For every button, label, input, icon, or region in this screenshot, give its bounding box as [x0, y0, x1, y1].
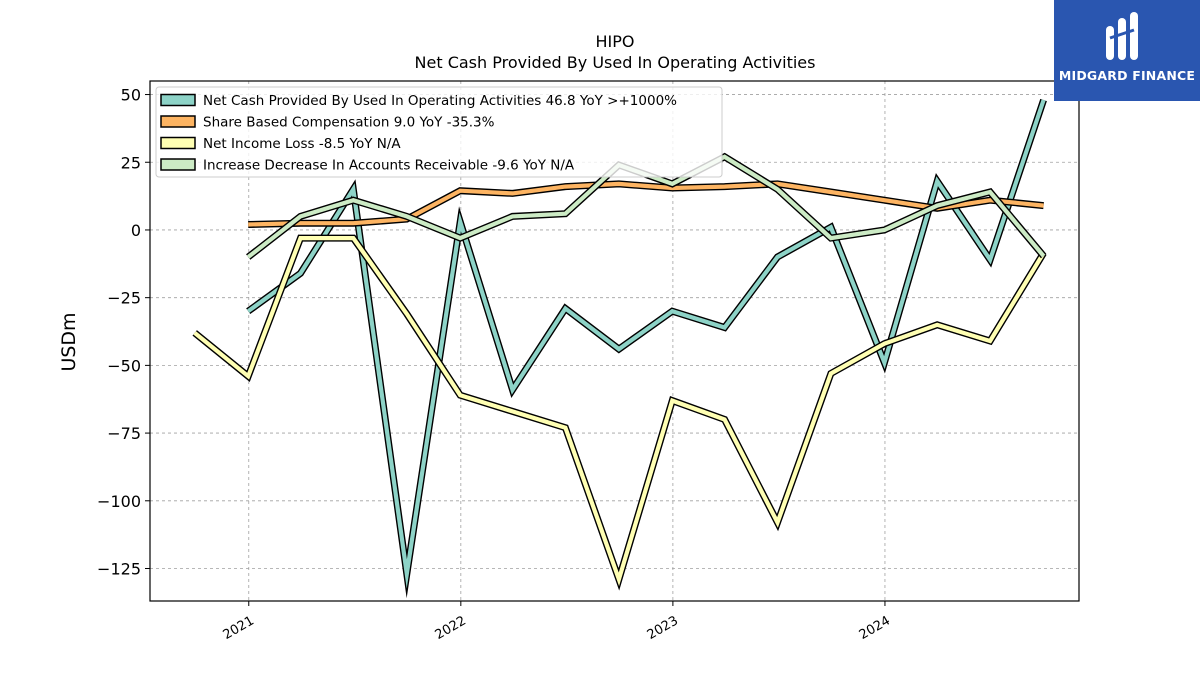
y-axis-label: USDm [58, 312, 80, 371]
legend-entry: Net Cash Provided By Used In Operating A… [203, 93, 677, 109]
legend-entry: Net Income Loss -8.5 YoY N/A [203, 136, 401, 152]
x-tick-label: 2021 [221, 613, 257, 643]
x-tick-label: 2024 [857, 613, 893, 643]
legend-swatch [160, 136, 196, 150]
series-outline [192, 234, 1047, 591]
y-tick-label: −100 [97, 492, 141, 511]
x-tick-label: 2023 [645, 613, 681, 643]
legend-swatch [160, 115, 196, 128]
y-tick-label: −25 [107, 289, 141, 308]
series-line [248, 181, 1044, 227]
legend-box [155, 86, 723, 178]
series-layer [192, 98, 1047, 599]
plot-frame [149, 80, 1080, 602]
series-line [246, 99, 1046, 589]
midgard-logo: MIDGARD FINANCE [1054, 0, 1200, 101]
chart-subtitle: Net Cash Provided By Used In Operating A… [415, 53, 816, 72]
legend-swatch [160, 93, 196, 107]
y-tick-label: −50 [107, 356, 141, 375]
y-tick-label: 0 [131, 221, 141, 240]
legend: Net Cash Provided By Used In Operating A… [155, 86, 723, 178]
series-line [193, 236, 1046, 587]
y-tick-label: −125 [97, 560, 141, 579]
x-tick-label: 2022 [433, 613, 469, 643]
chart-title: HIPO [596, 32, 635, 51]
logo-text: MIDGARD FINANCE [1058, 68, 1196, 83]
midgard-logo-icon [1106, 12, 1138, 60]
legend-entry: Share Based Compensation 9.0 YoY -35.3% [203, 115, 495, 131]
legend-entry: Increase Decrease In Accounts Receivable… [203, 158, 575, 174]
y-tick-label: 50 [121, 86, 141, 105]
y-tick-label: 25 [121, 153, 141, 172]
y-tick-label: −75 [107, 424, 141, 443]
legend-swatch [160, 158, 196, 171]
